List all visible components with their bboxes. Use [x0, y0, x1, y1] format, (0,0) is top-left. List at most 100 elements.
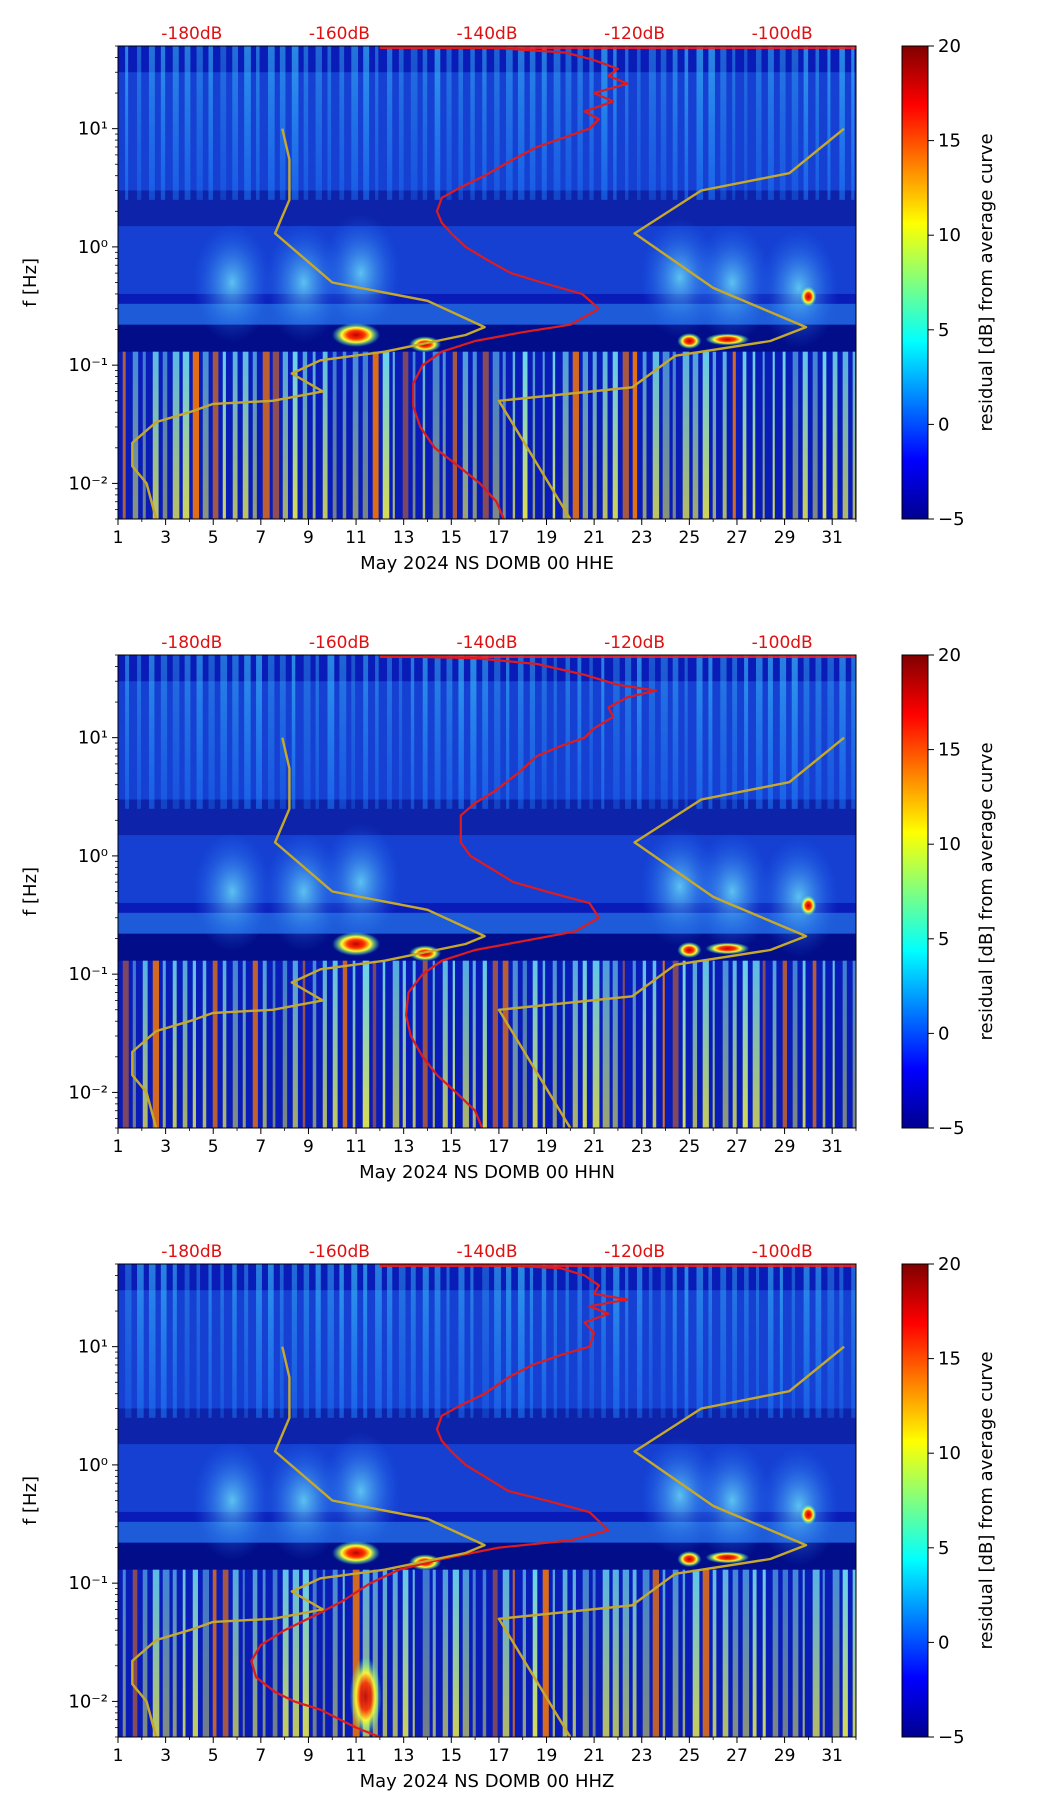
- x-tick-label: 19: [536, 528, 558, 548]
- lf-transient: [522, 960, 527, 1128]
- hf-streak: [422, 1264, 429, 1418]
- lf-transient: [412, 351, 416, 519]
- lf-transient: [442, 960, 448, 1128]
- y-tick-label: 10¹: [78, 728, 108, 749]
- lf-transient: [172, 351, 180, 519]
- y-tick-label: 10⁻¹: [68, 1573, 108, 1594]
- lf-transient: [222, 351, 226, 519]
- hf-streak: [125, 655, 130, 809]
- hf-streak: [446, 655, 453, 809]
- hf-streak: [434, 1264, 441, 1418]
- lf-transient: [252, 351, 257, 519]
- hf-streak: [410, 655, 415, 809]
- storm-plume: [692, 831, 773, 952]
- x-tick-label: 17: [488, 1137, 510, 1157]
- hf-streak: [494, 46, 500, 200]
- lf-transient: [322, 960, 327, 1128]
- lf-transient: [452, 351, 458, 519]
- lf-transient: [342, 1569, 345, 1737]
- storm-plume: [692, 222, 773, 343]
- x-tick-label: 17: [488, 1746, 510, 1766]
- lf-transient: [692, 960, 698, 1128]
- hf-streak: [148, 46, 155, 200]
- hf-streak: [434, 655, 441, 809]
- hf-streak: [506, 655, 510, 809]
- lf-transient: [222, 1569, 229, 1737]
- hf-streak: [672, 655, 679, 809]
- lf-transient: [152, 960, 160, 1128]
- colorbar-tick-label: 20: [938, 1254, 961, 1275]
- lf-transient: [292, 1569, 300, 1737]
- hf-streak: [625, 46, 629, 200]
- lf-transient: [412, 960, 416, 1128]
- hf-streak: [601, 1264, 606, 1418]
- lf-transient: [732, 960, 737, 1128]
- colorbar-tick-label: 15: [938, 740, 961, 761]
- hf-streak: [482, 655, 489, 809]
- hf-streak: [196, 655, 203, 809]
- energy-blob: [677, 333, 702, 350]
- hf-streak: [744, 655, 749, 809]
- lf-transient: [642, 1569, 650, 1737]
- lf-transient: [432, 960, 435, 1128]
- lf-transient: [692, 1569, 700, 1737]
- hf-streak: [648, 46, 656, 200]
- lf-transient: [152, 1569, 160, 1737]
- model-curve-1: [131, 1346, 486, 1737]
- hf-streak: [577, 46, 583, 200]
- lf-transient: [242, 960, 246, 1128]
- lf-transient: [132, 351, 139, 519]
- lf-transient: [782, 960, 787, 1128]
- y-axis-label: f [Hz]: [20, 258, 41, 307]
- lf-transient: [822, 1569, 825, 1737]
- storm-plume: [758, 1445, 839, 1566]
- lf-transient: [292, 960, 298, 1128]
- model-curve-1: [131, 737, 486, 1128]
- lf-transient: [562, 1569, 568, 1737]
- storm-plume: [758, 836, 839, 957]
- hf-streak: [732, 1264, 737, 1418]
- hf-streak: [482, 1264, 489, 1418]
- lf-transient: [602, 960, 610, 1128]
- colorbar-tick-label: 20: [938, 36, 961, 57]
- hf-streak: [577, 655, 582, 809]
- top-db-label: -120dB: [604, 24, 665, 44]
- lf-transient: [472, 1569, 476, 1737]
- lf-transient: [712, 1569, 717, 1737]
- lf-transient: [282, 960, 288, 1128]
- hf-streak: [327, 46, 332, 200]
- lf-transient: [392, 960, 400, 1128]
- hf-streak: [851, 655, 856, 809]
- hf-streak: [684, 655, 688, 809]
- lf-transient: [362, 1569, 370, 1737]
- colorbar-gradient: [901, 45, 929, 520]
- lf-transient: [182, 1569, 186, 1737]
- hf-streak: [767, 46, 774, 200]
- colorbar-label: residual [dB] from average curve: [976, 133, 997, 431]
- lf-transient: [502, 960, 509, 1128]
- hf-streak: [339, 1264, 344, 1418]
- hf-streak: [160, 655, 168, 809]
- lf-transient: [652, 960, 657, 1128]
- lf-transient: [682, 1569, 686, 1737]
- hf-streak: [291, 46, 299, 200]
- top-db-label: -120dB: [604, 633, 665, 653]
- lf-transient: [382, 960, 386, 1128]
- y-tick-label: 10⁻¹: [68, 355, 108, 376]
- lf-transient: [602, 1569, 610, 1737]
- y-tick-label: 10⁻²: [68, 1691, 108, 1712]
- lf-transient: [452, 960, 455, 1128]
- hf-streak: [434, 46, 441, 200]
- lf-transient: [572, 1569, 576, 1737]
- x-tick-label: 15: [440, 528, 462, 548]
- lf-transient: [192, 1569, 198, 1737]
- storm-plume: [192, 222, 273, 343]
- lf-transient: [652, 351, 660, 519]
- hf-streak: [529, 46, 536, 200]
- average-curve: [379, 46, 629, 519]
- x-tick-label: 31: [821, 528, 843, 548]
- x-tick-label: 7: [255, 528, 266, 548]
- lf-transient: [152, 351, 159, 519]
- lf-transient: [502, 351, 506, 519]
- hf-streak: [339, 46, 345, 200]
